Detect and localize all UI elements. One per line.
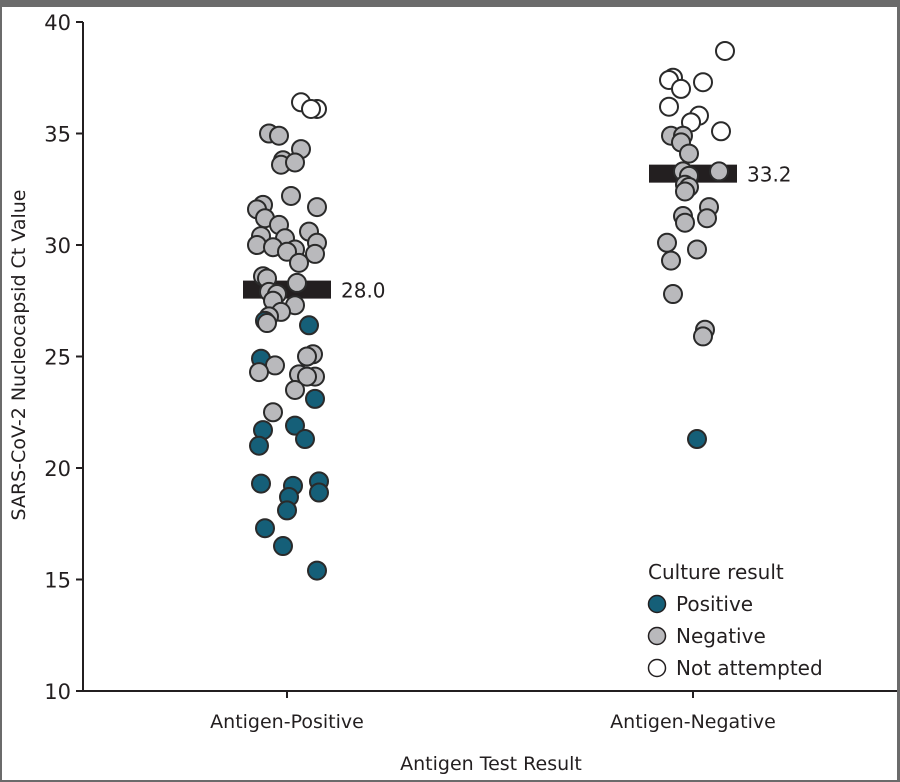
data-point-negative (663, 284, 683, 305)
data-point-not-attempted (715, 40, 735, 61)
data-point-negative (249, 362, 269, 383)
data-point-positive (307, 560, 327, 581)
legend: Culture result Positive Negative Not att… (647, 560, 823, 680)
data-point-not-attempted (659, 96, 679, 117)
legend-marker-not-attempted (647, 658, 667, 678)
mean-label: 28.0 (341, 279, 386, 303)
data-point-positive (285, 415, 305, 436)
data-point-negative (693, 326, 713, 347)
y-tick-label: 35 (44, 123, 71, 147)
legend-marker-positive (647, 594, 667, 614)
data-point-positive (277, 500, 297, 521)
y-tick-label: 40 (44, 11, 71, 35)
data-point-positive (255, 518, 275, 539)
data-point-positive (273, 536, 293, 557)
data-point-positive (309, 482, 329, 503)
data-point-negative (679, 143, 699, 164)
y-tick-label: 15 (44, 569, 71, 593)
data-point-positive (305, 388, 325, 409)
data-point-not-attempted (693, 72, 713, 93)
data-point-negative (297, 346, 317, 367)
data-point-negative (661, 250, 681, 271)
data-point-positive (299, 315, 319, 336)
data-point-negative (675, 181, 695, 202)
data-point-not-attempted (301, 98, 321, 119)
legend-marker-negative (647, 626, 667, 646)
data-point-negative (297, 366, 317, 387)
x-category-label: Antigen-Positive (210, 711, 364, 733)
data-point-negative (305, 243, 325, 264)
data-point-negative (289, 252, 309, 273)
chart-frame (2, 7, 897, 780)
mean-label: 33.2 (747, 163, 792, 187)
data-point-negative (269, 125, 289, 146)
y-axis-title: SARS-CoV-2 Nucleocapsid Ct Value (8, 190, 30, 521)
data-point-negative (281, 185, 301, 206)
y-tick-label: 25 (44, 346, 71, 370)
data-point-positive (251, 473, 271, 494)
x-category-label: Antigen-Negative (610, 711, 776, 733)
legend-item-negative: Negative (647, 624, 766, 648)
x-axis-title: Antigen Test Result (400, 753, 582, 775)
data-point-positive (687, 429, 707, 450)
legend-item-positive: Positive (647, 592, 753, 616)
data-point-positive (249, 435, 269, 456)
data-point-negative (285, 152, 305, 173)
legend-label-not-attempted: Not attempted (676, 656, 823, 680)
data-point-negative (675, 212, 695, 233)
data-point-not-attempted (671, 78, 691, 99)
data-point-negative (287, 272, 307, 293)
data-point-negative (307, 197, 327, 218)
data-point-not-attempted (711, 121, 731, 142)
data-point-negative (687, 239, 707, 260)
axes: 10 15 20 25 30 35 40 Antigen-Positive Antigen-N… (44, 11, 897, 733)
y-tick-label: 10 (44, 680, 71, 704)
data-point-negative (257, 313, 277, 334)
data-point-negative (657, 232, 677, 253)
data-point-negative (697, 208, 717, 229)
data-point-negative (285, 379, 305, 400)
data-point-negative (263, 402, 283, 423)
legend-label-negative: Negative (676, 624, 766, 648)
data-point-negative (709, 161, 729, 182)
data-point-negative (277, 241, 297, 262)
y-tick-label: 20 (44, 457, 71, 481)
legend-title: Culture result (648, 560, 784, 584)
legend-item-not-attempted: Not attempted (647, 656, 823, 680)
data-point-positive (295, 429, 315, 450)
legend-label-positive: Positive (676, 592, 753, 616)
y-tick-label: 30 (44, 234, 71, 258)
